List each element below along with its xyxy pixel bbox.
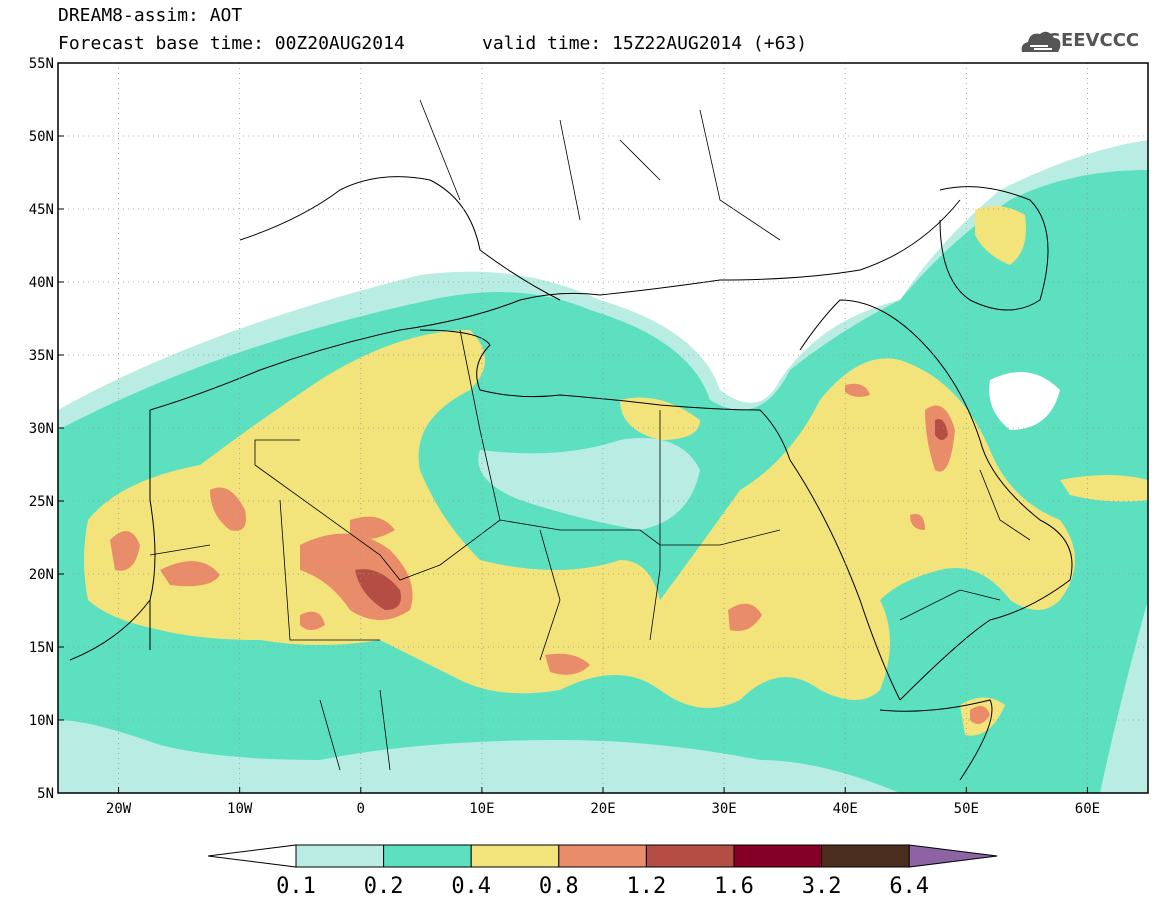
latitude-label: 35N [29,348,54,364]
colorbar-segment [295,844,385,868]
colorbar-label: 1.6 [714,874,754,899]
longitude-label: 10E [469,801,494,817]
latitude-label: 10N [29,713,54,729]
colorbar-label: 0.1 [276,874,316,899]
longitude-label: 60E [1075,801,1100,817]
latitude-label: 15N [29,640,54,656]
colorbar-segment [470,844,560,868]
colorbar [207,844,998,868]
colorbar-label: 1.2 [627,874,667,899]
longitude-label: 10W [227,801,253,817]
longitude-label: 0 [357,801,365,817]
latitude-label: 40N [29,275,54,291]
latitude-labels: 55N 50N 45N 40N 35N 30N 25N 20N 15N 10N 5N [29,56,64,802]
longitude-labels: 20W 10W 0 10E 20E 30E 40E 50E 60E [106,787,1100,817]
country-borders [149,99,1031,771]
longitude-label: 20W [106,801,132,817]
forecast-base-time: Forecast base time: 00Z20AUG2014 [58,33,405,54]
map-title: DREAM8-assim: AOT [58,5,243,26]
coastlines [69,176,1073,781]
colorbar-label: 0.8 [539,874,579,899]
longitude-label: 40E [833,801,858,817]
colorbar-label: 3.2 [802,874,842,899]
graticule [58,63,1148,793]
logo-text: SEEVCCC [1048,30,1140,51]
colorbar-segment [733,844,823,868]
latitude-label: 30N [29,421,54,437]
longitude-label: 50E [954,801,979,817]
latitude-label: 20N [29,567,54,583]
latitude-label: 5N [37,786,54,802]
cloud-icon [1021,31,1061,52]
longitude-label: 30E [711,801,736,817]
colorbar-label: 0.4 [451,874,491,899]
colorbar-segment [645,844,735,868]
latitude-label: 45N [29,202,54,218]
latitude-label: 50N [29,129,54,145]
aot-field-orange [110,383,990,724]
colorbar-segment [821,844,910,868]
aot-field-yellow [84,330,1075,708]
colorbar-label: 0.2 [364,874,404,899]
colorbar-segment [383,844,472,868]
longitude-label: 20E [590,801,615,817]
colorbar-max-extension [908,844,998,868]
colorbar-label: 6.4 [889,874,929,899]
colorbar-segment [558,844,647,868]
latitude-label: 25N [29,494,54,510]
colorbar-labels: 0.1 0.2 0.4 0.8 1.2 1.6 3.2 6.4 [276,874,929,899]
valid-time: valid time: 15Z22AUG2014 (+63) [482,33,808,54]
latitude-label: 55N [29,56,54,72]
colorbar-min-extension [207,844,297,868]
